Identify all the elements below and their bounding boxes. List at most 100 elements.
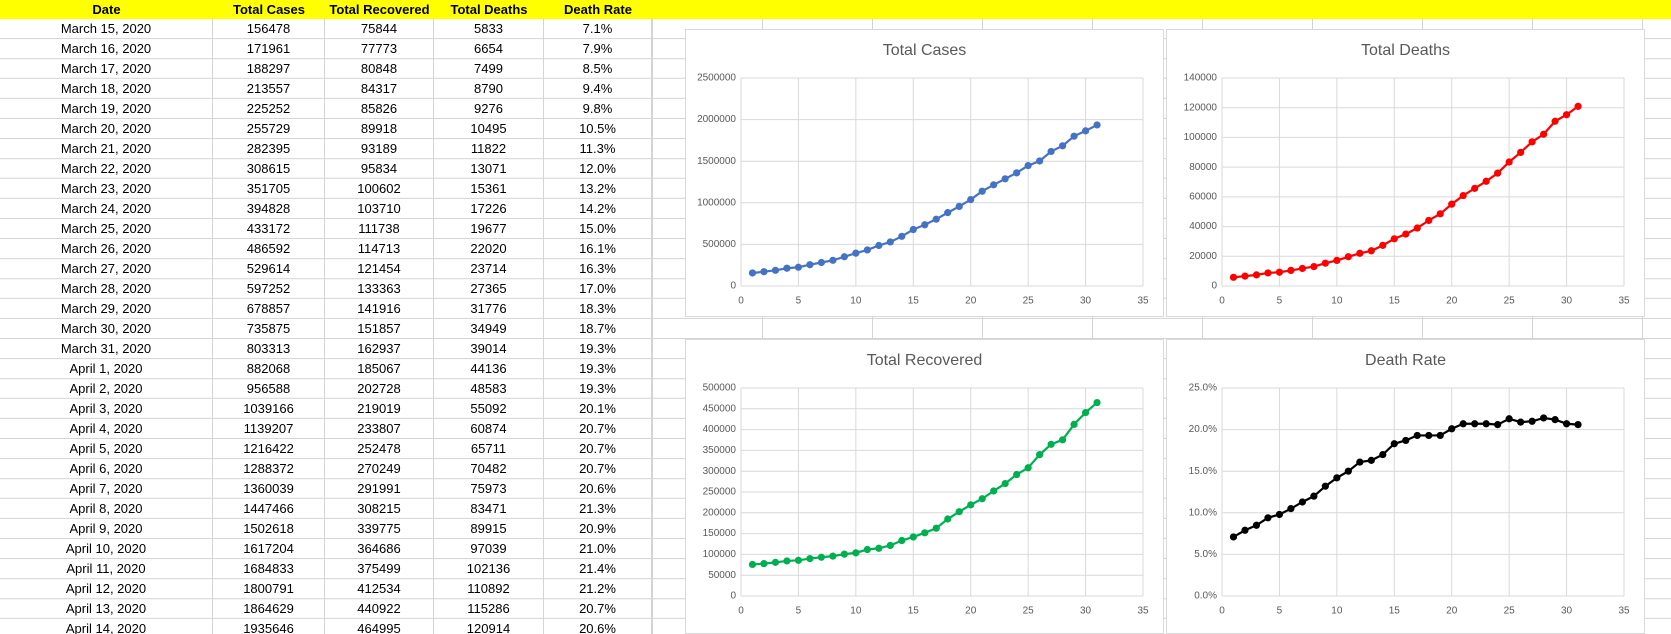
header-row: Date Total Cases Total Recovered Total Deat… (0, 0, 1671, 19)
table-cell: March 28, 2020 (0, 279, 213, 299)
column-header: Total Recovered (329, 2, 430, 17)
data-point (748, 560, 757, 569)
table-cell: 21.2% (544, 579, 652, 599)
table-cell: 48583 (434, 379, 544, 399)
table-cell: 8.5% (544, 59, 652, 79)
data-point (1333, 256, 1341, 265)
y-tick-label: 40000 (1189, 221, 1217, 232)
x-tick-label: 10 (850, 606, 862, 617)
table-cell: 20.7% (544, 419, 652, 439)
table-cell: 11.3% (544, 139, 652, 159)
data-point (1356, 249, 1364, 257)
data-point (806, 261, 814, 269)
table-cell: 93189 (325, 139, 434, 159)
data-point (1093, 398, 1101, 407)
table-cell: 19.3% (544, 379, 652, 399)
y-tick-label: 150000 (703, 528, 737, 539)
data-point (1402, 436, 1410, 445)
table-cell: March 17, 2020 (0, 59, 213, 79)
table-cell: 202728 (325, 379, 434, 399)
table-cell: 13.2% (544, 179, 652, 199)
table-cell: 1502618 (213, 519, 325, 539)
y-tick-label: 120000 (1184, 102, 1218, 113)
data-point (932, 524, 940, 532)
table-cell: April 1, 2020 (0, 359, 213, 379)
data-point (1517, 418, 1525, 426)
table-cell: 219019 (325, 399, 434, 419)
table-cell: 115286 (434, 599, 544, 619)
table-cell: 31776 (434, 299, 544, 319)
table-cell: 213557 (213, 79, 325, 99)
table-cell: 13071 (434, 159, 544, 179)
table-cell: 1216422 (213, 439, 325, 459)
x-tick-label: 35 (1618, 296, 1630, 307)
data-point (1264, 514, 1272, 522)
data-point (1093, 121, 1101, 129)
data-point (794, 556, 803, 564)
data-point (1505, 158, 1513, 166)
chart: Total Cases 0 500000 1000000 1500000 2000000 2… (685, 29, 1164, 317)
y-tick-label: 100000 (1184, 132, 1218, 143)
data-point (1321, 482, 1329, 490)
y-tick-label: 300000 (703, 466, 737, 477)
data-point (921, 221, 929, 229)
data-point (1494, 421, 1502, 429)
data-point (1298, 498, 1306, 506)
column-header: Death Rate (564, 2, 632, 17)
table-cell: March 19, 2020 (0, 99, 213, 119)
table-cell: 102136 (434, 559, 544, 579)
data-point (1081, 408, 1090, 417)
y-tick-label: 140000 (1184, 73, 1218, 84)
data-point (1321, 259, 1329, 267)
table-cell: March 27, 2020 (0, 259, 213, 279)
x-tick-label: 0 (738, 606, 744, 617)
y-tick-label: 400000 (703, 424, 737, 435)
x-tick-label: 10 (850, 296, 862, 307)
table-cell: 11822 (434, 139, 544, 159)
table-cell: 1935646 (213, 619, 325, 634)
data-point (1459, 191, 1467, 200)
chart-border (685, 339, 1164, 634)
data-point (1367, 456, 1375, 464)
data-point (1298, 264, 1306, 273)
table-cell: 1447466 (213, 499, 325, 519)
data-point (1413, 431, 1421, 440)
table-cell: 6654 (434, 39, 544, 59)
data-point (1310, 262, 1318, 271)
data-point (852, 249, 860, 257)
x-tick-label: 5 (1277, 606, 1283, 617)
table-cell: March 26, 2020 (0, 239, 213, 259)
y-tick-label: 200000 (703, 507, 737, 518)
table-cell: 1864629 (213, 599, 325, 619)
table-cell: April 9, 2020 (0, 519, 213, 539)
y-tick-label: 350000 (703, 445, 737, 456)
data-point (783, 557, 791, 565)
x-tick-label: 15 (1389, 606, 1401, 617)
table-cell: 282395 (213, 139, 325, 159)
data-point (1528, 417, 1536, 425)
table-cell: 27365 (434, 279, 544, 299)
data-point (852, 549, 860, 557)
data-point (1413, 224, 1421, 232)
table-cell: 252478 (325, 439, 434, 459)
chart: Total Deaths 0 20000 40000 60000 80000 100000 1… (1166, 29, 1645, 317)
table-cell: 1684833 (213, 559, 325, 579)
data-point (1356, 458, 1364, 466)
data-point (1013, 470, 1021, 479)
data-point (771, 266, 780, 274)
table-cell: March 24, 2020 (0, 199, 213, 219)
chart-title: Total Deaths (1361, 42, 1450, 59)
data-point (1024, 464, 1032, 472)
data-point (1333, 474, 1341, 482)
data-point (1562, 420, 1571, 428)
y-tick-label: 20000 (1189, 251, 1217, 262)
table-cell: 803313 (213, 339, 325, 359)
table-cell: 89918 (325, 119, 434, 139)
data-point (1574, 102, 1582, 110)
x-tick-label: 25 (1023, 606, 1035, 617)
data-point (1047, 440, 1055, 448)
data-point (1344, 253, 1352, 261)
data-point (748, 269, 757, 277)
column-header: Date (92, 2, 121, 17)
